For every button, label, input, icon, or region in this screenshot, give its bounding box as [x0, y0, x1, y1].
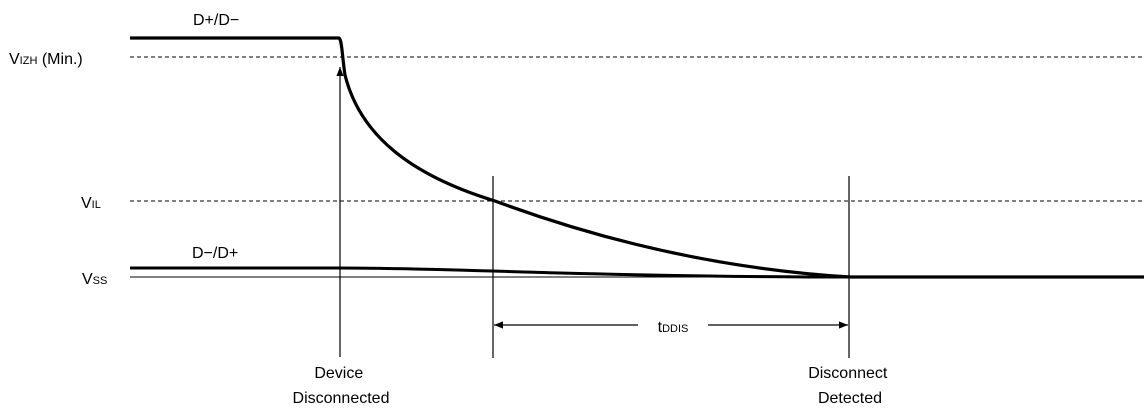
- vss-label: VSS: [82, 271, 107, 288]
- device-disconnected-label: Device Disconnected: [293, 365, 390, 407]
- tddis-label: tDDIS: [658, 319, 689, 336]
- vil-label: VIL: [81, 195, 101, 212]
- lower-signal-waveform: [130, 266, 1144, 279]
- disconnect-detected-label: Disconnect Detected: [808, 365, 892, 407]
- vizh-label: VIZH (Min.): [9, 51, 83, 68]
- lower-signal-label: D−/D+: [192, 245, 238, 262]
- upper-signal-label: D+/D−: [193, 12, 239, 29]
- upper-signal-waveform: [130, 36, 1144, 279]
